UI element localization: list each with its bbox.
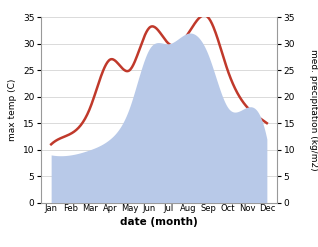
Y-axis label: med. precipitation (kg/m2): med. precipitation (kg/m2): [309, 49, 318, 171]
Y-axis label: max temp (C): max temp (C): [8, 79, 17, 141]
X-axis label: date (month): date (month): [120, 217, 198, 227]
